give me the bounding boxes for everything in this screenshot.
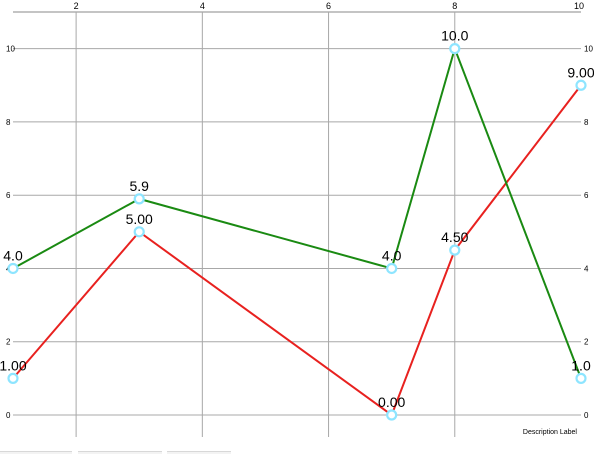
- data-label: 5.9: [129, 178, 149, 194]
- data-point-marker: [449, 43, 461, 55]
- data-point-marker: [7, 262, 19, 275]
- data-label: 4.50: [441, 229, 468, 245]
- data-point-marker: [575, 79, 587, 91]
- y-tick-label-left: 0: [6, 411, 11, 420]
- data-point-marker: [133, 226, 145, 238]
- y-tick-label-left: 10: [6, 45, 15, 54]
- y-tick-label-left: 2: [6, 338, 11, 347]
- description-label: Description Label: [523, 429, 578, 436]
- data-point-marker: [386, 262, 398, 275]
- data-label: 1.00: [0, 357, 27, 373]
- bottom-tab-strip: [0, 450, 594, 454]
- data-point-marker: [7, 372, 19, 384]
- y-tick-label-left: 8: [6, 118, 11, 127]
- x-tick-label: 10: [574, 1, 584, 11]
- data-label: 5.00: [126, 211, 153, 227]
- data-point-marker: [386, 409, 398, 421]
- data-label: 4.0: [382, 247, 402, 263]
- data-label: 10.0: [441, 28, 468, 44]
- bottom-tab-1[interactable]: [0, 451, 72, 454]
- data-point-marker: [575, 372, 587, 384]
- y-tick-label-left: 6: [6, 191, 11, 200]
- data-label: 9.00: [567, 64, 594, 80]
- data-label: 0.00: [378, 394, 405, 410]
- data-point-marker: [133, 193, 145, 205]
- x-tick-label: 4: [200, 1, 205, 11]
- data-point-marker: [449, 244, 461, 256]
- y-tick-label-right: 8: [584, 118, 589, 127]
- bottom-tab-2[interactable]: [78, 451, 162, 454]
- bottom-tab-3[interactable]: [167, 451, 231, 454]
- x-tick-label: 8: [452, 1, 457, 11]
- data-label: 1.0: [571, 357, 591, 373]
- y-tick-label-right: 4: [584, 264, 589, 273]
- y-tick-label-right: 10: [584, 45, 593, 54]
- series-line: [12, 84, 582, 417]
- x-tick-label: 6: [326, 1, 331, 11]
- series-line: [12, 45, 582, 379]
- data-label: 4.0: [3, 247, 23, 263]
- x-tick-label: 2: [74, 1, 79, 11]
- y-tick-label-right: 6: [584, 191, 589, 200]
- y-tick-label-right: 0: [584, 411, 589, 420]
- y-tick-label-right: 2: [584, 338, 589, 347]
